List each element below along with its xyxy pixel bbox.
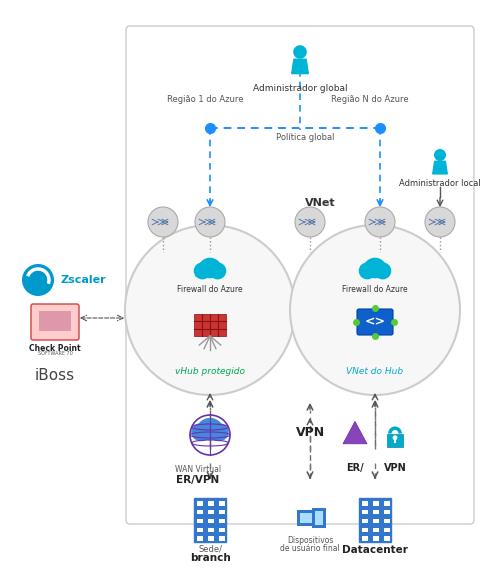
Text: Região N do Azure: Região N do Azure xyxy=(331,95,409,105)
Circle shape xyxy=(148,207,178,237)
Text: Administrador local: Administrador local xyxy=(399,179,481,188)
Text: Sede/: Sede/ xyxy=(198,545,222,554)
FancyBboxPatch shape xyxy=(357,309,393,335)
Bar xyxy=(198,501,203,506)
Bar xyxy=(297,510,323,526)
Bar xyxy=(208,528,214,532)
Polygon shape xyxy=(343,421,367,444)
FancyBboxPatch shape xyxy=(31,304,79,340)
Text: Datacenter: Datacenter xyxy=(342,545,408,555)
Polygon shape xyxy=(291,59,308,73)
Text: Região 1 do Azure: Região 1 do Azure xyxy=(167,95,243,105)
Ellipse shape xyxy=(206,261,220,273)
Bar xyxy=(373,510,379,514)
Bar xyxy=(219,510,225,514)
Ellipse shape xyxy=(200,261,214,273)
Circle shape xyxy=(295,207,325,237)
Bar xyxy=(219,501,225,506)
Text: WAN Virtual: WAN Virtual xyxy=(175,465,221,474)
Bar xyxy=(384,510,390,514)
Bar xyxy=(359,498,391,542)
Circle shape xyxy=(393,435,397,440)
Ellipse shape xyxy=(205,421,222,435)
Text: vHub protegido: vHub protegido xyxy=(175,368,245,376)
Text: de usuário final: de usuário final xyxy=(280,544,340,553)
Text: <>: <> xyxy=(365,316,385,328)
Text: ER/VPN: ER/VPN xyxy=(176,475,220,485)
Bar xyxy=(198,519,203,523)
Circle shape xyxy=(125,225,295,395)
Bar xyxy=(198,528,203,532)
Bar xyxy=(363,501,368,506)
Ellipse shape xyxy=(365,261,379,273)
Bar xyxy=(387,434,403,447)
Bar xyxy=(208,536,214,541)
Ellipse shape xyxy=(365,258,385,277)
Ellipse shape xyxy=(209,424,228,440)
Ellipse shape xyxy=(371,261,385,273)
Circle shape xyxy=(294,46,306,58)
Text: VNet: VNet xyxy=(305,198,335,208)
FancyBboxPatch shape xyxy=(126,26,474,524)
Bar xyxy=(373,536,379,541)
Ellipse shape xyxy=(360,263,375,279)
Text: VPN: VPN xyxy=(295,425,325,439)
Bar xyxy=(384,536,390,541)
Bar xyxy=(39,311,71,331)
Bar xyxy=(198,536,203,541)
Text: SOFTWARE 70: SOFTWARE 70 xyxy=(38,351,73,356)
Bar xyxy=(312,508,326,528)
Text: VNet do Hub: VNet do Hub xyxy=(346,368,404,376)
Bar xyxy=(198,510,203,514)
Text: VPN: VPN xyxy=(384,463,407,473)
Ellipse shape xyxy=(195,263,210,279)
Polygon shape xyxy=(433,161,447,174)
Bar xyxy=(315,511,323,525)
Bar xyxy=(208,510,214,514)
Text: Política global: Política global xyxy=(276,133,334,142)
Circle shape xyxy=(435,150,445,160)
Text: Firewall do Azure: Firewall do Azure xyxy=(342,286,408,295)
Ellipse shape xyxy=(198,418,222,439)
Bar xyxy=(219,519,225,523)
Bar xyxy=(300,513,314,524)
Text: ER/: ER/ xyxy=(346,463,364,473)
Circle shape xyxy=(365,207,395,237)
Bar xyxy=(219,528,225,532)
Text: Firewall do Azure: Firewall do Azure xyxy=(177,286,243,295)
Bar xyxy=(373,519,379,523)
Bar xyxy=(363,519,368,523)
Bar xyxy=(384,528,390,532)
Bar xyxy=(208,519,214,523)
Circle shape xyxy=(425,207,455,237)
Bar xyxy=(194,498,226,542)
Bar xyxy=(219,536,225,541)
Bar xyxy=(373,501,379,506)
Ellipse shape xyxy=(198,421,215,435)
Bar xyxy=(363,536,368,541)
Bar xyxy=(384,501,390,506)
Bar xyxy=(194,314,226,336)
Text: Administrador global: Administrador global xyxy=(253,84,347,93)
Circle shape xyxy=(290,225,460,395)
Ellipse shape xyxy=(200,258,220,277)
Text: iBoss: iBoss xyxy=(35,368,75,383)
Bar xyxy=(373,528,379,532)
Bar xyxy=(384,519,390,523)
Ellipse shape xyxy=(192,424,210,440)
Text: Dispositivos: Dispositivos xyxy=(287,536,333,545)
Text: Check Point: Check Point xyxy=(29,344,81,353)
Bar xyxy=(363,510,368,514)
Text: branch: branch xyxy=(190,553,230,563)
Circle shape xyxy=(195,207,225,237)
Ellipse shape xyxy=(374,263,391,279)
Bar xyxy=(363,528,368,532)
Circle shape xyxy=(22,264,54,296)
Bar xyxy=(208,501,214,506)
Text: Zscaler: Zscaler xyxy=(60,275,106,285)
Ellipse shape xyxy=(209,263,226,279)
